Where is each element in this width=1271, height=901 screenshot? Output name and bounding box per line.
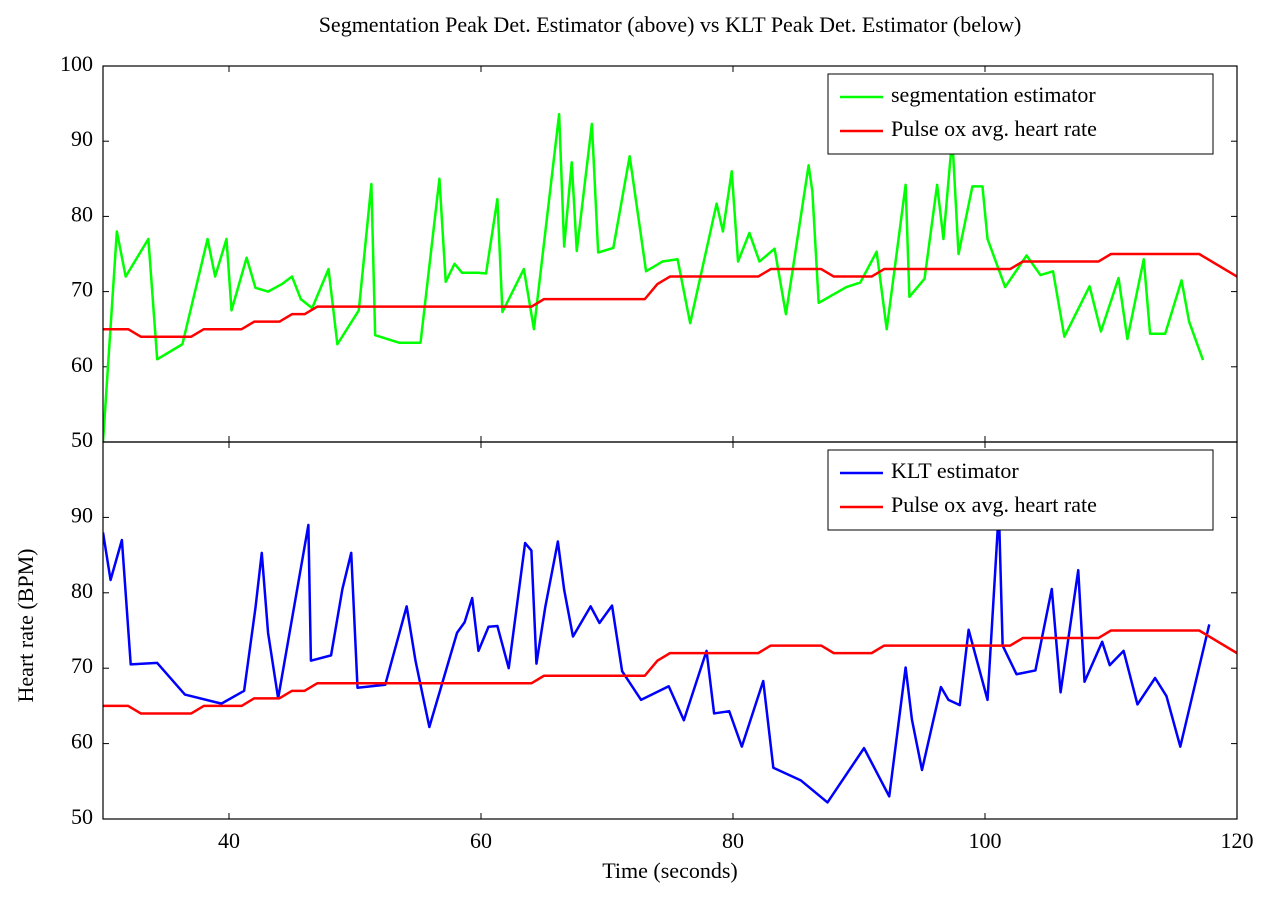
y-tick-label: 90 bbox=[71, 126, 93, 151]
plot-frame bbox=[102, 441, 1238, 820]
chart-title: Segmentation Peak Det. Estimator (above)… bbox=[319, 12, 1022, 37]
y-tick-label: 70 bbox=[71, 277, 93, 302]
x-tick-label: 60 bbox=[470, 828, 492, 853]
y-tick-label: 80 bbox=[71, 578, 93, 603]
legend-label: segmentation estimator bbox=[891, 82, 1096, 107]
legend-label: KLT estimator bbox=[891, 458, 1019, 483]
y-tick-label: 100 bbox=[60, 51, 93, 76]
y-tick-label: 70 bbox=[71, 653, 93, 678]
data-line bbox=[103, 112, 1205, 442]
x-tick-label: 80 bbox=[722, 828, 744, 853]
y-tick-label: 90 bbox=[71, 502, 93, 527]
legend-label: Pulse ox avg. heart rate bbox=[891, 116, 1097, 141]
y-tick-label: 80 bbox=[71, 201, 93, 226]
x-tick-label: 120 bbox=[1221, 828, 1254, 853]
data-line bbox=[103, 508, 1211, 804]
legend-label: Pulse ox avg. heart rate bbox=[891, 492, 1097, 517]
y-tick-label: 60 bbox=[71, 352, 93, 377]
y-tick-label: 50 bbox=[71, 804, 93, 829]
y-tick-label: 60 bbox=[71, 729, 93, 754]
y-axis-label: Heart rate (BPM) bbox=[13, 549, 38, 703]
legend-box bbox=[827, 449, 1214, 531]
data-line bbox=[103, 252, 1237, 338]
y-tick-label: 50 bbox=[71, 427, 93, 452]
x-tick-label: 100 bbox=[969, 828, 1002, 853]
legend-box bbox=[827, 73, 1214, 155]
x-tick-label: 40 bbox=[218, 828, 240, 853]
data-line bbox=[103, 629, 1237, 715]
x-axis-label: Time (seconds) bbox=[602, 858, 737, 883]
